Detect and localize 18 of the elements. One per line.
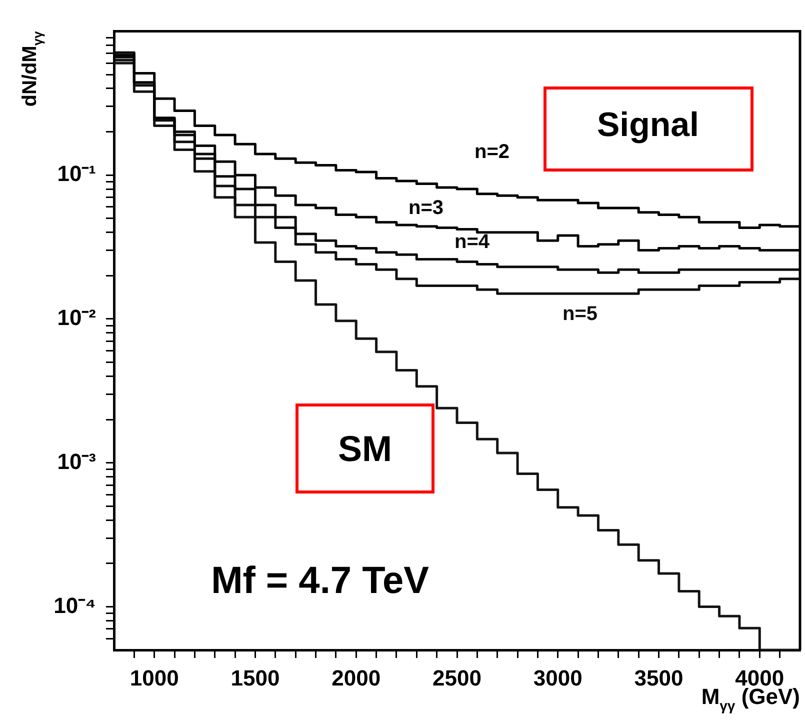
y-tick-label: 10⁻¹	[57, 161, 96, 186]
x-tick-label: 1500	[230, 665, 280, 690]
x-tick-label: 3500	[634, 665, 684, 690]
annotation: Mf = 4.7 TeV	[211, 560, 430, 602]
x-tick-label: 2500	[432, 665, 482, 690]
x-tick-label: 3000	[533, 665, 582, 690]
y-tick-label: 10⁻⁴	[54, 592, 96, 618]
series-label: n=5	[562, 303, 598, 325]
annotation: Signal	[596, 106, 700, 144]
x-tick-label: 1000	[130, 665, 179, 690]
y-tick-label: 10⁻²	[57, 305, 96, 330]
x-tick-label: 2000	[332, 665, 381, 690]
series-label: n=3	[408, 197, 444, 219]
series-label: n=4	[454, 231, 490, 253]
y-tick-label: 10⁻³	[57, 448, 96, 474]
series-label: n=2	[474, 141, 510, 163]
annotation: SM	[338, 428, 392, 469]
y-axis-title: dN/dMγγ	[19, 30, 45, 107]
